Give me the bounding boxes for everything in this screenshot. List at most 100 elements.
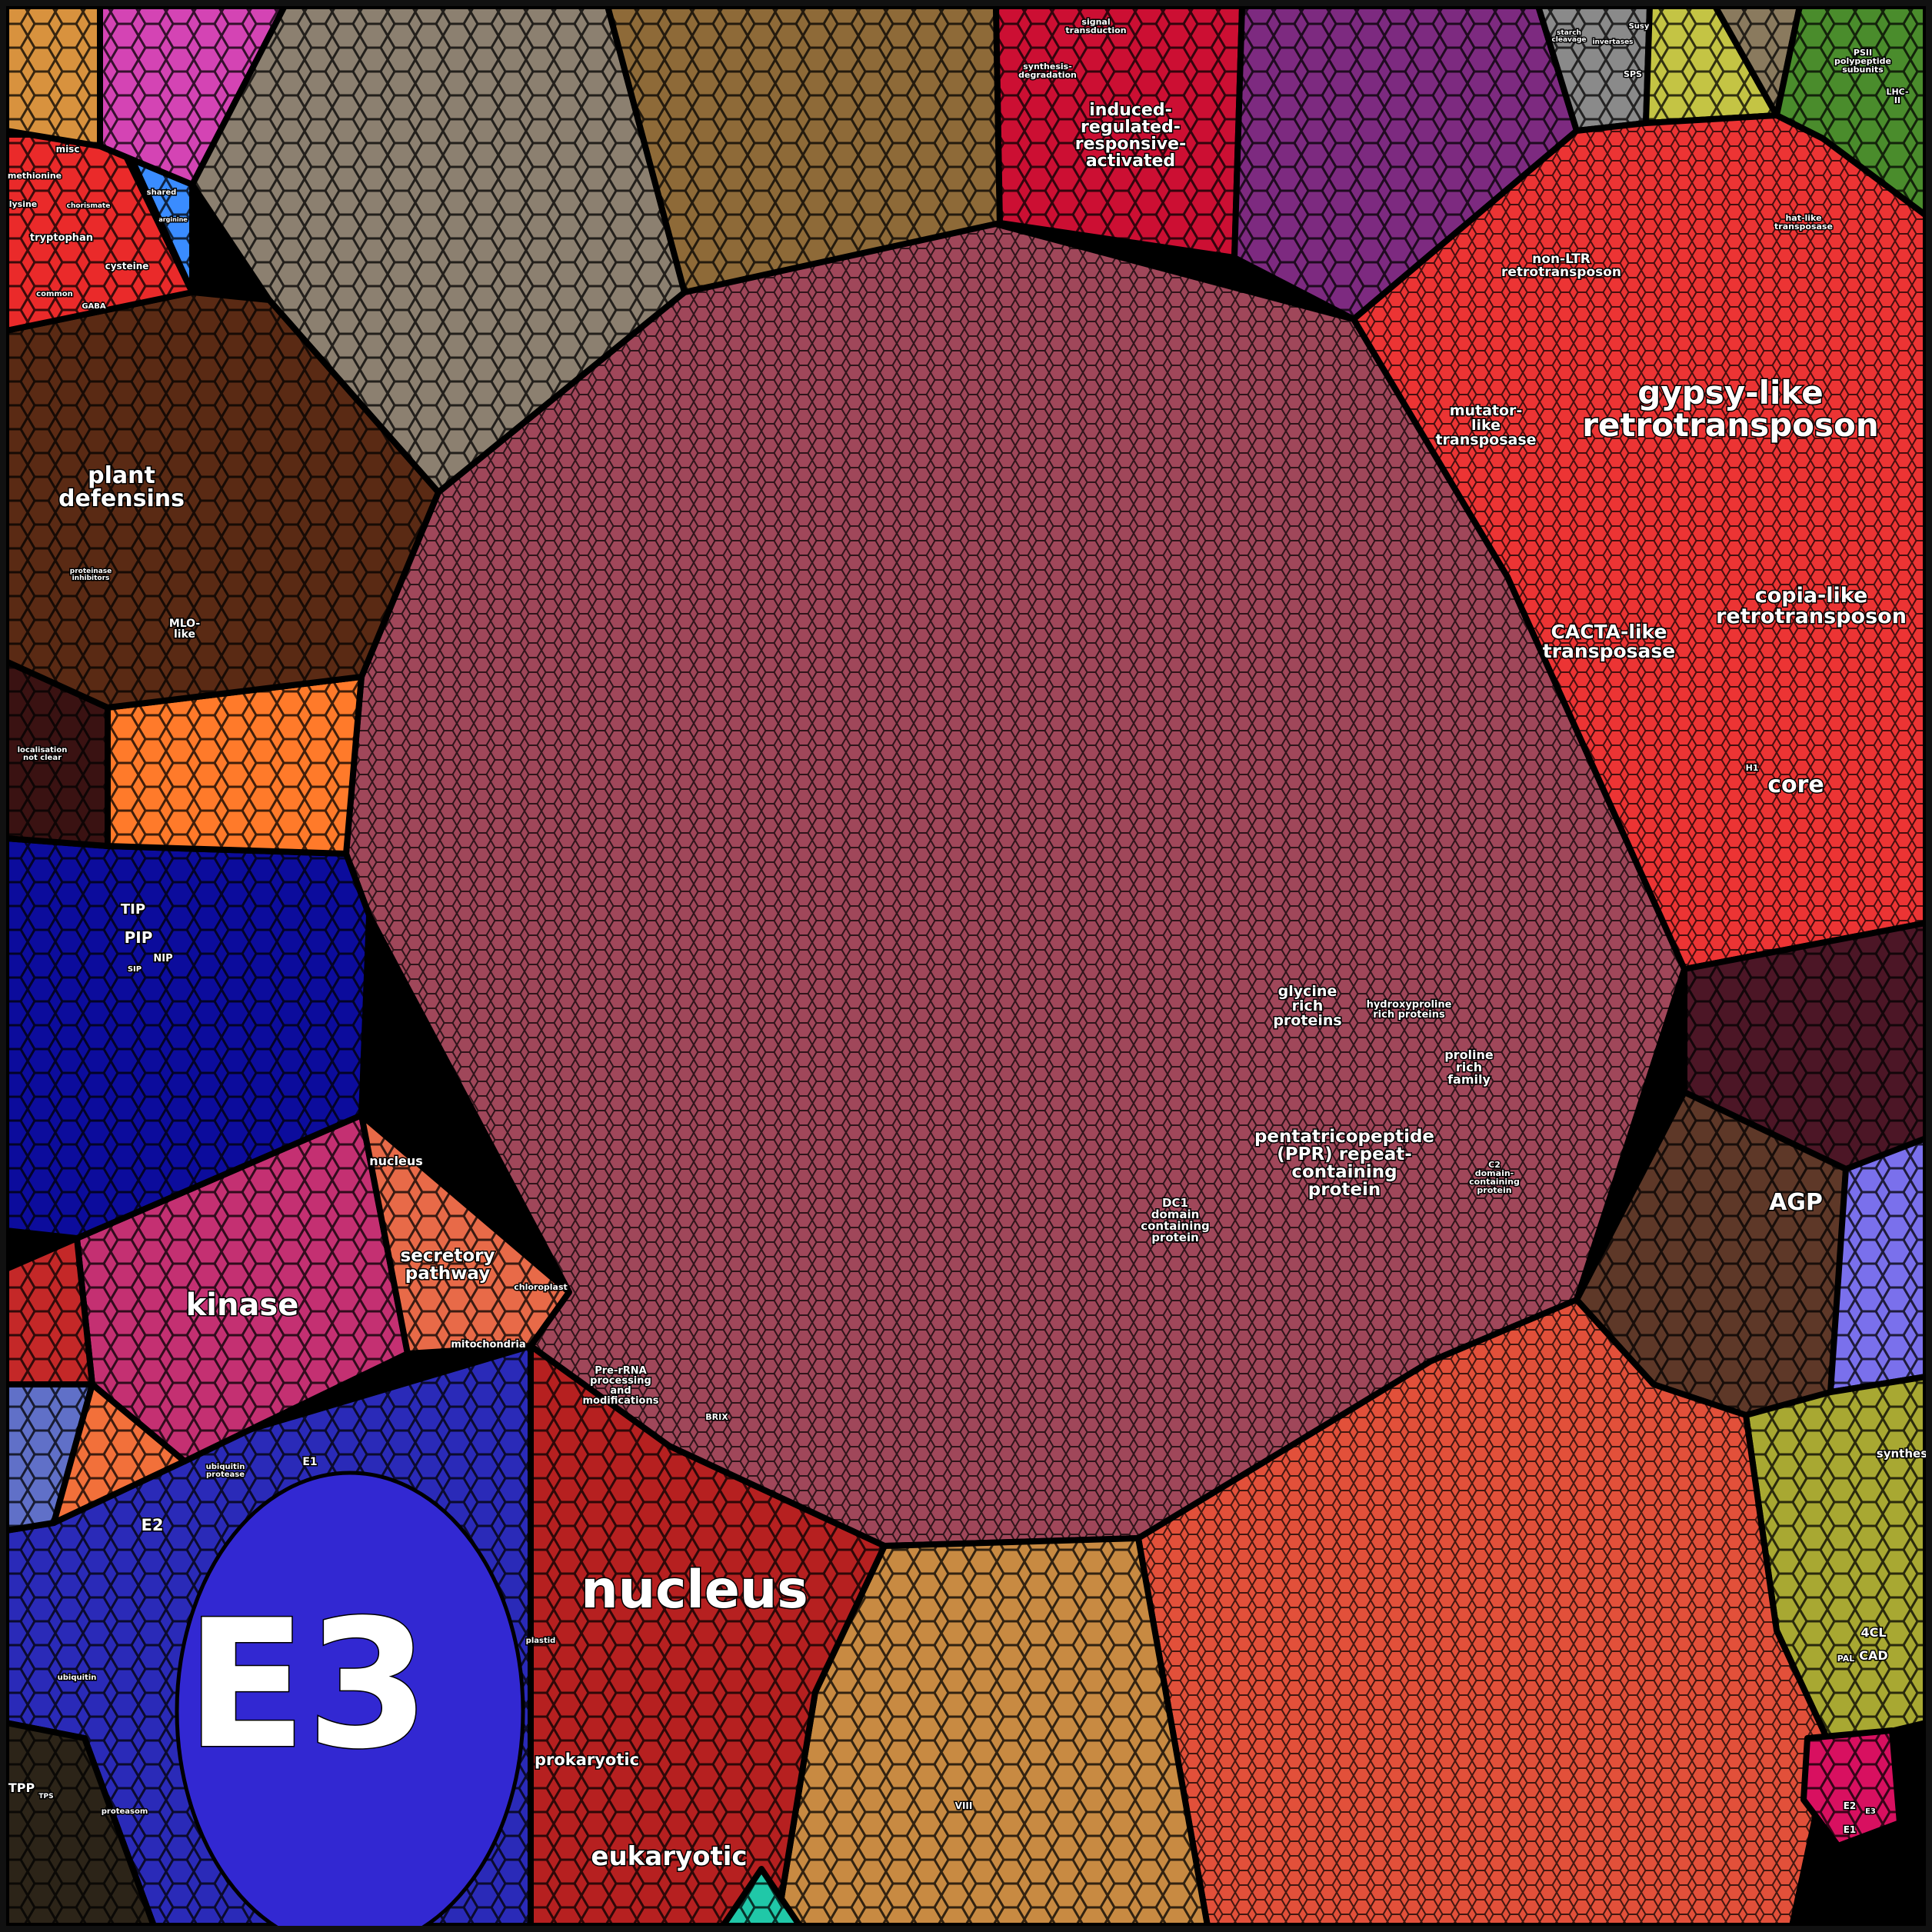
label-line: prokaryotic (535, 1750, 639, 1769)
label-e1: E1 (1844, 1824, 1857, 1835)
label-eukaryotic: eukaryotic (591, 1841, 747, 1872)
label-synthesis-degradation: synthesis-degradation (1018, 62, 1077, 80)
redox-magenta-cells (100, 6, 285, 185)
label-line: hydroxyproline (1367, 999, 1452, 1011)
label-line: (PPR) repeat- (1277, 1144, 1412, 1164)
label-pip: PIP (125, 928, 153, 947)
photosynthesis-green-cells (1777, 6, 1926, 215)
label-line: eukaryotic (591, 1841, 747, 1872)
label-line: Susy (1629, 22, 1650, 31)
label-localisation-not-clear: localisation not clear (18, 746, 68, 762)
label-line: signal (1081, 17, 1110, 27)
label-viii: VIII (955, 1800, 973, 1811)
label-line: activated (1086, 152, 1175, 171)
label-line: PAL (1837, 1654, 1855, 1664)
label-prokaryotic: prokaryotic (535, 1750, 639, 1769)
label-line: transposase (1435, 431, 1536, 448)
label-lysine: lysine (9, 199, 38, 209)
label-common: common (36, 290, 73, 298)
label-line: responsive- (1075, 135, 1186, 154)
label-psii-polypeptide-subunits: PSII polypeptide subunits (1834, 48, 1891, 75)
e3-core (175, 1471, 525, 1932)
label-c2-domain-containing-protein: C2 domain-containing protein (1469, 1160, 1520, 1195)
label-line: BRIX (705, 1412, 728, 1422)
label-line: CACTA-like (1551, 621, 1667, 643)
label-line: retrotransposon (1501, 265, 1621, 280)
label-h1: H1 (1746, 763, 1759, 773)
label-e1: E1 (302, 1456, 317, 1468)
label-tps: TPS (38, 1793, 53, 1800)
label-line: processing (590, 1375, 651, 1387)
label-e2: E2 (1844, 1800, 1857, 1811)
label-nip: NIP (153, 953, 172, 964)
label-proline-rich-family: proline rich family (1444, 1048, 1494, 1087)
label-line: pathway (405, 1264, 490, 1284)
label-core: core (1767, 771, 1824, 798)
label-line: II (1894, 95, 1900, 105)
label-line: transposase (1774, 222, 1833, 232)
label-cad: CAD (1859, 1648, 1887, 1663)
label-pre-rrna-processing-and-modifications: Pre-rRNA processing and modifications (583, 1365, 659, 1407)
label-tryptophan: tryptophan (30, 232, 93, 244)
label-sps: SPS (1624, 69, 1642, 79)
label-line: proteinase (70, 568, 112, 575)
label-line: rich (1456, 1060, 1482, 1074)
label-pentatricopeptide-ppr-repeat-containing-protein: pentatricopeptide (PPR) repeat-containing… (1254, 1127, 1434, 1200)
label-line: E3 (1865, 1807, 1876, 1816)
label-line: SIP (128, 965, 142, 974)
label-line: VIII (955, 1800, 973, 1811)
regions-layer (3, 3, 1929, 1932)
label-line: protease (206, 1471, 245, 1479)
misc-pink-cells (1804, 1730, 1900, 1846)
label-line: cleavage (1551, 36, 1586, 44)
label-line: proteins (1273, 1012, 1341, 1029)
label-line: E1 (1844, 1824, 1857, 1835)
label-line: tryptophan (30, 232, 93, 244)
label-chorismate: chorismate (67, 202, 111, 210)
label-line: synthesis (1877, 1447, 1932, 1461)
label-line: TIP (121, 901, 145, 918)
label-line: DC1 (1162, 1196, 1188, 1210)
signalling-crimson-cells (996, 6, 1242, 258)
label-line: starch (1557, 29, 1581, 37)
label-line: kinase (186, 1287, 299, 1323)
label-nucleus: nucleus (369, 1154, 423, 1168)
label-line: methionine (8, 171, 62, 181)
label-line: ubiquitin (58, 1674, 97, 1682)
label-line: lysine (9, 199, 38, 209)
taupe-grey-group-cells (192, 6, 685, 492)
label-line: inhibitors (72, 575, 110, 582)
label-line: polypeptide (1834, 56, 1891, 66)
label-line: Pre-rRNA (595, 1365, 647, 1377)
label-line: rich (1292, 998, 1324, 1014)
label-line: mutator- (1450, 402, 1523, 419)
ppr-repeat-proteins-cells (346, 223, 1684, 1546)
label-misc: misc (56, 144, 80, 155)
label-line: LHC- (1886, 87, 1908, 97)
label-line: chloroplast (514, 1282, 568, 1292)
rna-regulation-orange-red-cells (1138, 1300, 1830, 1926)
label-susy: Susy (1629, 22, 1650, 31)
label-plant-defensins: plant defensins (58, 462, 185, 512)
label-mitochondria: mitochondria (451, 1339, 525, 1351)
label-kinase: kinase (186, 1287, 299, 1323)
label-line: not clear (23, 754, 62, 762)
label-line: E3 (185, 1583, 429, 1788)
label-line: like (1471, 417, 1501, 434)
label-plastid: plastid (526, 1637, 556, 1645)
label-cacta-like-transposase: CACTA-like transposase (1543, 621, 1676, 662)
label-line: domain- (1475, 1168, 1514, 1178)
label-line: chorismate (67, 202, 111, 210)
mito-electron-maroon-cells (6, 661, 108, 846)
label-starch-cleavage: starch cleavage (1551, 29, 1586, 44)
label-line: pentatricopeptide (1254, 1127, 1434, 1147)
label-line: localisation (18, 746, 68, 754)
label-line: nucleus (369, 1154, 423, 1168)
label-line: glycine (1278, 983, 1337, 1000)
label-line: cysteine (105, 261, 149, 271)
label-methionine: methionine (8, 171, 62, 181)
label-tpp: TPP (8, 1780, 35, 1795)
label-line: secretory (401, 1246, 495, 1266)
label-line: containing (1141, 1219, 1210, 1233)
